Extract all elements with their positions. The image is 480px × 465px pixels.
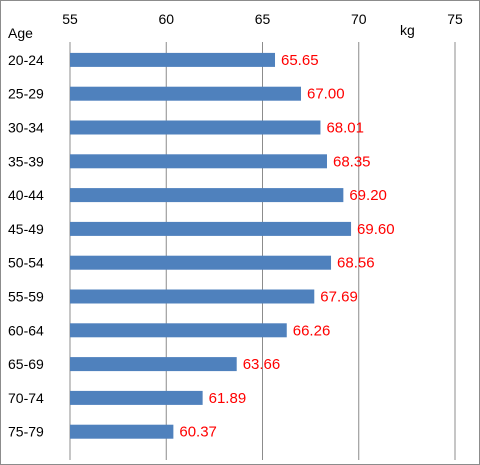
value-labels: 65.65 67.00 68.01 68.35 69.20 69.60 68.56 67.69…: [179, 52, 394, 441]
value-label: 68.56: [337, 255, 375, 272]
value-label: 68.35: [333, 153, 371, 170]
value-label: 68.01: [326, 120, 364, 137]
bar: [70, 323, 287, 338]
category-label: 45-49: [8, 221, 44, 237]
category-label: 75-79: [8, 424, 44, 440]
bar: [70, 52, 276, 67]
bar: [70, 255, 332, 270]
category-label: 65-69: [8, 356, 44, 372]
bar: [70, 86, 301, 101]
value-label: 63.66: [243, 356, 281, 373]
bar: [70, 188, 344, 203]
x-axis-ticks: 55 60 65 70 75: [62, 11, 463, 27]
category-labels: 20-24 25-29 30-34 35-39 40-44 45-49 50-54 55-59…: [8, 52, 44, 440]
x-tick-label: 55: [62, 11, 78, 27]
x-axis-unit-label: kg: [400, 22, 415, 38]
category-label: 50-54: [8, 255, 44, 271]
category-label: 60-64: [8, 322, 44, 338]
category-label: 70-74: [8, 390, 44, 406]
category-label: 20-24: [8, 52, 44, 68]
x-tick-label: 65: [255, 11, 271, 27]
bars: [70, 52, 352, 439]
value-label: 67.00: [307, 86, 345, 103]
category-label: 30-34: [8, 120, 44, 136]
x-tick-label: 75: [447, 11, 463, 27]
bar: [70, 390, 203, 405]
y-axis-label: Age: [8, 25, 33, 41]
value-label: 60.37: [179, 424, 217, 441]
bar: [70, 289, 315, 304]
value-label: 69.60: [357, 221, 395, 238]
category-label: 35-39: [8, 153, 44, 169]
x-tick-label: 60: [158, 11, 174, 27]
value-label: 65.65: [281, 52, 319, 69]
bar: [70, 357, 237, 372]
category-label: 25-29: [8, 86, 44, 102]
value-label: 61.89: [209, 390, 247, 407]
x-tick-label: 70: [351, 11, 367, 27]
value-label: 66.26: [293, 322, 331, 339]
bar: [70, 154, 327, 169]
category-label: 55-59: [8, 289, 44, 305]
grid-lines: [69, 42, 456, 460]
bar: [70, 221, 352, 236]
category-label: 40-44: [8, 187, 44, 203]
bar: [70, 120, 321, 135]
value-label: 67.69: [320, 289, 358, 306]
value-label: 69.20: [349, 187, 387, 204]
bar: [70, 424, 174, 439]
